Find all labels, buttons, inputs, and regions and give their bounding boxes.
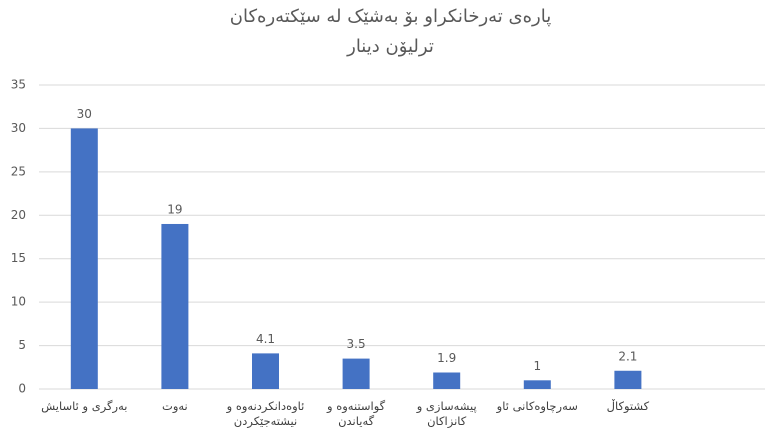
x-tick-label: پیشەسازی و کانزاکان	[416, 399, 477, 428]
x-tick-label: سەرچاوەکانی ئاو	[496, 399, 578, 413]
y-tick-label: 20	[11, 208, 26, 222]
y-tick-label: 5	[18, 338, 26, 352]
y-tick-label: 35	[11, 78, 26, 92]
data-label: 1	[533, 359, 541, 373]
y-tick-label: 30	[11, 121, 26, 135]
bar	[161, 223, 189, 389]
y-tick-label: 10	[11, 295, 26, 309]
y-tick-label: 15	[11, 251, 26, 265]
bar	[523, 380, 551, 389]
data-label: 19	[167, 202, 182, 216]
x-tick-label: گواستنەوە و گەیاندن	[327, 399, 386, 428]
data-label: 3.5	[347, 337, 366, 351]
x-tick-label: نەوت	[162, 399, 188, 413]
x-tick-label: بەرگری و ئاسایش	[41, 399, 128, 413]
bar	[614, 370, 642, 389]
data-label: 30	[77, 107, 92, 121]
data-label: 1.9	[437, 351, 456, 365]
bar	[342, 358, 370, 389]
y-tick-label: 0	[18, 382, 26, 396]
bar	[433, 372, 461, 389]
x-tick-label: کشتوکاڵ	[606, 399, 650, 413]
x-tick-label: ئاوەدانکردنەوە و نیشتەجێکردن	[226, 399, 305, 428]
data-label: 2.1	[618, 349, 637, 363]
chart-title: پارەی تەرخانکراو بۆ بەشێک لە سێکتەرەکان	[229, 6, 552, 27]
bar	[252, 353, 279, 389]
data-label: 4.1	[256, 332, 275, 346]
chart-subtitle: ترلیۆن دینار	[347, 36, 434, 57]
y-tick-label: 25	[11, 164, 26, 178]
bar	[70, 128, 98, 389]
